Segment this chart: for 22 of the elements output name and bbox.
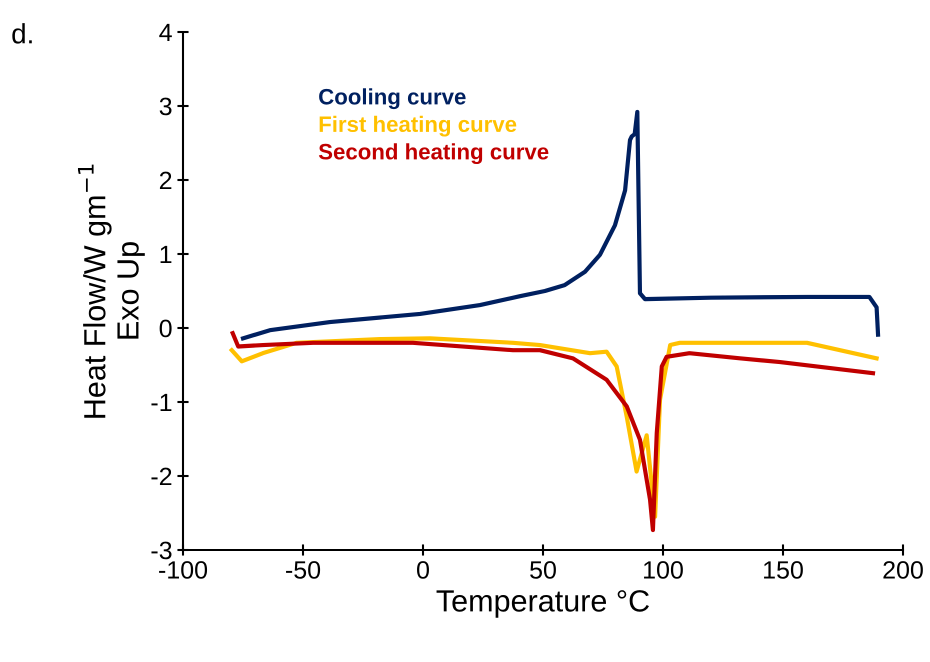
y-tick-label: 3 <box>160 98 172 116</box>
y-tick-label: 1 <box>160 246 172 264</box>
x-tick-label: 100 <box>644 561 683 579</box>
line-series <box>240 110 880 340</box>
x-tick-label: -50 <box>286 561 320 579</box>
y-tick-label: -1 <box>151 394 172 412</box>
y-tick-label: 0 <box>160 320 172 338</box>
x-tick-label: 50 <box>530 561 556 579</box>
x-axis-title: Temperature °C <box>436 590 649 618</box>
text: Second heating curve <box>318 143 548 164</box>
y-tick-label: 4 <box>159 24 172 42</box>
text: First heating curve <box>320 116 516 137</box>
y-tick-label: -3 <box>151 542 172 560</box>
text: Cooling curve <box>319 88 466 110</box>
x-tick-label: 0 <box>417 561 429 579</box>
y-tick-label: 2 <box>160 172 172 190</box>
x-tick-label: -100 <box>159 561 208 579</box>
text: Heat Flow/W gm$^{−1}$ Exo Up <box>78 164 145 418</box>
x-tick-label: 200 <box>883 561 923 579</box>
x-tick-label: 150 <box>764 561 803 579</box>
y-tick-label: -2 <box>151 468 172 486</box>
text: d. <box>12 23 32 44</box>
